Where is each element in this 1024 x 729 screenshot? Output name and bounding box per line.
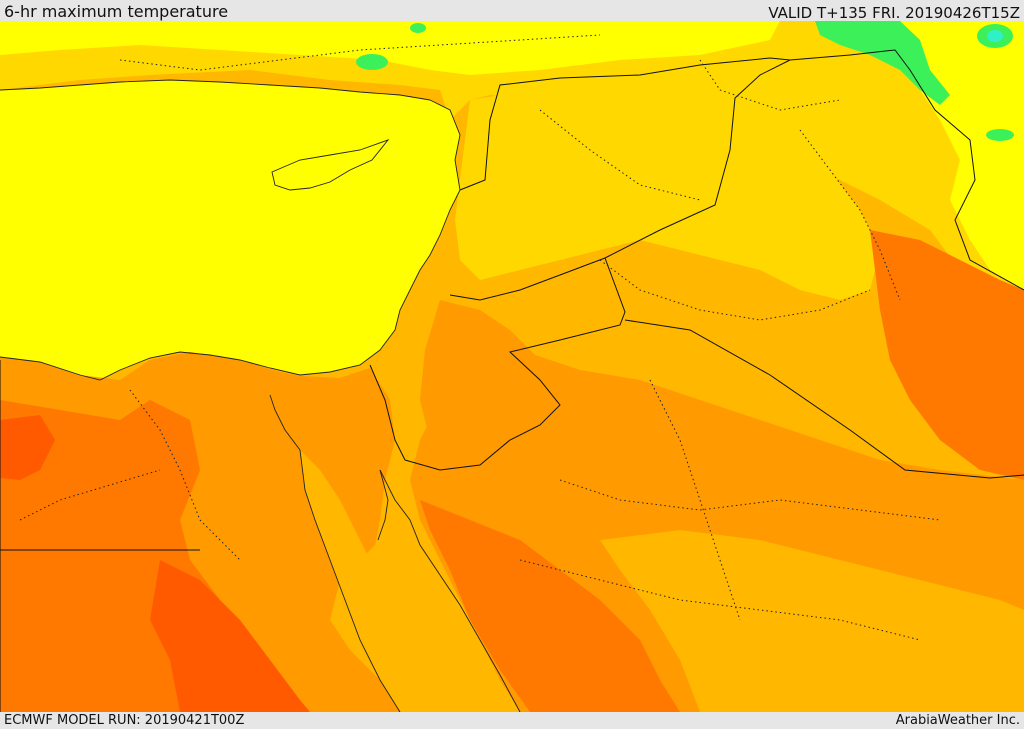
cold-spot-turkey2 <box>410 23 426 33</box>
prov-line-4 <box>599 259 871 321</box>
coast-aqaba <box>377 469 389 541</box>
coast-red-sea-west <box>299 449 401 712</box>
prov-line-3 <box>539 109 701 201</box>
cold-spot-ne <box>815 21 950 105</box>
zone-north-warm <box>0 21 1024 300</box>
border-saudi-iraq <box>624 319 1024 479</box>
header-bar: 6-hr maximum temperature VALID T+135 FRI… <box>0 0 1024 21</box>
model-run-label: ECMWF MODEL RUN: 20190421T00Z <box>4 713 245 728</box>
border-jordan <box>404 257 626 471</box>
coast-red-sea-east <box>379 469 521 712</box>
prov-line-10 <box>699 59 841 111</box>
zone-saudi-dark <box>420 500 680 712</box>
zone-jordan <box>420 300 560 460</box>
mediterranean-sea <box>0 80 460 380</box>
cyprus <box>271 139 390 191</box>
zone-saudi-light <box>600 530 1024 712</box>
cold-spot-e <box>986 129 1014 141</box>
map-title: 6-hr maximum temperature <box>4 2 229 21</box>
zone-east-dark <box>870 230 1024 480</box>
border-iran <box>789 49 1024 291</box>
coast-turkey <box>0 79 431 101</box>
coast-suez <box>269 394 301 451</box>
coast-med-south <box>0 99 461 381</box>
border-syria-turkey <box>459 57 791 191</box>
prov-line-8 <box>799 129 901 301</box>
border-syria-iraq <box>449 257 606 301</box>
red-sea <box>300 450 470 712</box>
zone-turkey-yellow <box>0 21 780 75</box>
cold-spot-ne3 <box>987 30 1003 42</box>
credit-label: ArabiaWeather Inc. <box>895 713 1020 728</box>
zone-egypt-red2 <box>0 415 55 480</box>
map-canvas <box>0 21 1024 712</box>
temperature-map[interactable] <box>0 21 1024 712</box>
prov-line-6 <box>519 559 921 641</box>
zone-levant-warm <box>455 85 880 300</box>
valid-time-label: VALID T+135 FRI. 20190426T15Z <box>768 4 1020 22</box>
border-egypt-israel <box>369 364 406 461</box>
zone-egypt-red <box>150 560 310 712</box>
border-iraq-east <box>604 59 791 259</box>
footer-bar: ECMWF MODEL RUN: 20190421T00Z ArabiaWeat… <box>0 712 1024 729</box>
prov-line-1 <box>129 389 241 561</box>
cold-spot-turkey <box>356 54 388 70</box>
